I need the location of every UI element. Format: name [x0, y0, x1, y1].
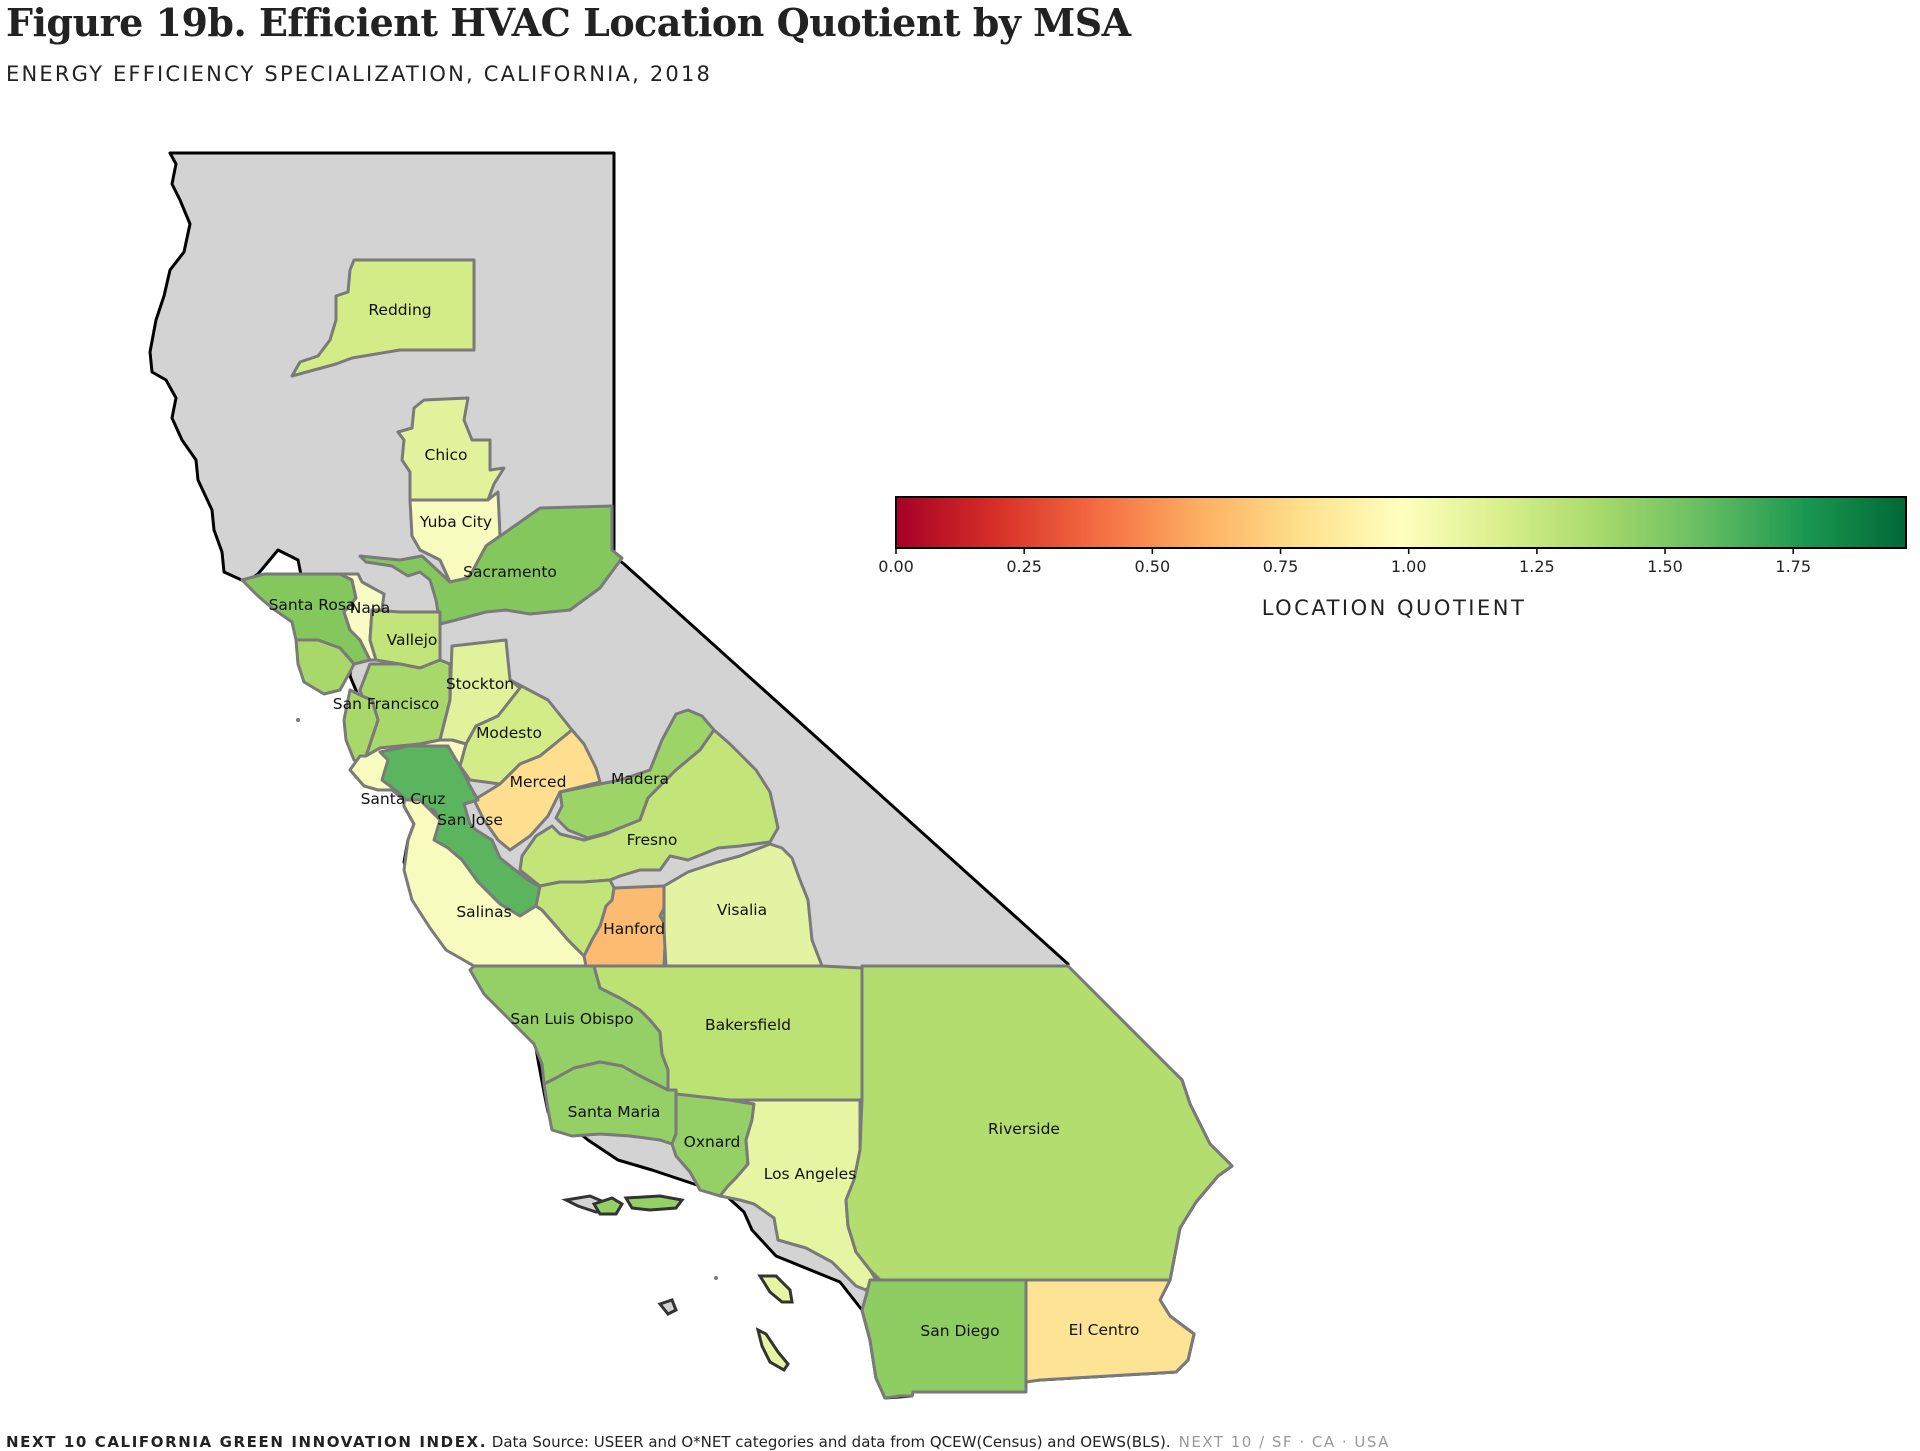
label-bakersfield: Bakersfield: [705, 1016, 791, 1034]
colorbar-title: LOCATION QUOTIENT: [1261, 596, 1527, 620]
colorbar-tick-label: 1.75: [1775, 557, 1811, 576]
colorbar-tick-label: 1.25: [1519, 557, 1555, 576]
region-labels: Redding Chico Yuba City Sacramento Santa…: [269, 301, 1140, 1340]
region-fresno[interactable]: [518, 728, 780, 888]
colorbar: [895, 496, 1907, 549]
region-el-centro[interactable]: [1024, 1278, 1196, 1384]
label-merced: Merced: [510, 773, 567, 791]
label-el-centro: El Centro: [1069, 1321, 1140, 1339]
island-small: [714, 1276, 718, 1280]
region-visalia[interactable]: [662, 842, 824, 968]
label-santa-maria: Santa Maria: [568, 1103, 661, 1121]
island-san-clemente: [755, 1327, 790, 1372]
colorbar-tick-label: 0.75: [1263, 557, 1299, 576]
label-sacramento: Sacramento: [463, 563, 557, 581]
footer-brand: NEXT 10 CALIFORNIA GREEN INNOVATION INDE…: [6, 1433, 488, 1451]
region-redding[interactable]: [290, 258, 476, 378]
label-visalia: Visalia: [717, 901, 767, 919]
label-san-francisco: San Francisco: [333, 695, 439, 713]
label-santa-cruz: Santa Cruz: [361, 790, 446, 808]
colorbar-tick-label: 0.25: [1006, 557, 1042, 576]
footer-tag: NEXT 10 / SF · CA · USA: [1178, 1433, 1390, 1451]
label-vallejo: Vallejo: [387, 631, 438, 649]
colorbar-tick-label: 1.50: [1647, 557, 1683, 576]
region-sacramento[interactable]: [358, 504, 624, 626]
footer: NEXT 10 CALIFORNIA GREEN INNOVATION INDE…: [6, 1433, 1390, 1451]
label-chico: Chico: [425, 446, 468, 464]
label-yuba-city: Yuba City: [419, 513, 492, 531]
label-napa: Napa: [350, 599, 390, 617]
label-salinas: Salinas: [456, 903, 511, 921]
figure-subtitle: ENERGY EFFICIENCY SPECIALIZATION, CALIFO…: [6, 62, 713, 86]
label-san-jose: San Jose: [437, 811, 503, 829]
island-farallon: [296, 718, 300, 722]
label-san-diego: San Diego: [920, 1322, 999, 1340]
island-anacapa: [623, 1194, 685, 1212]
region-san-francisco-north[interactable]: [294, 638, 356, 696]
label-san-luis-obispo: San Luis Obispo: [510, 1010, 633, 1028]
label-madera: Madera: [611, 770, 669, 788]
label-modesto: Modesto: [476, 724, 542, 742]
colorbar-ticks: 0.00 0.25 0.50 0.75 1.00 1.25 1.50 1.75: [878, 548, 1811, 576]
label-riverside: Riverside: [988, 1120, 1060, 1138]
island-santa-cruz: [591, 1196, 625, 1216]
footer-source: Data Source: USEER and O*NET categories …: [487, 1433, 1171, 1451]
label-redding: Redding: [368, 301, 431, 319]
label-hanford: Hanford: [603, 920, 665, 938]
region-bakersfield[interactable]: [592, 964, 864, 1102]
figure-title: Figure 19b. Efficient HVAC Location Quot…: [6, 0, 1131, 45]
label-los-angeles: Los Angeles: [764, 1165, 857, 1183]
channel-islands: [296, 718, 794, 1372]
colorbar-tick-label: 0.50: [1135, 557, 1171, 576]
region-fresno-west[interactable]: [534, 878, 616, 958]
label-oxnard: Oxnard: [684, 1133, 741, 1151]
label-fresno: Fresno: [627, 831, 678, 849]
colorbar-tick-label: 1.00: [1391, 557, 1427, 576]
region-chico[interactable]: [396, 396, 506, 502]
island-santa-catalina: [757, 1274, 794, 1304]
label-stockton: Stockton: [446, 675, 514, 693]
colorbar-tick-label: 0.00: [878, 557, 914, 576]
label-santa-rosa: Santa Rosa: [269, 596, 356, 614]
island-san-nicolas: [657, 1298, 678, 1316]
